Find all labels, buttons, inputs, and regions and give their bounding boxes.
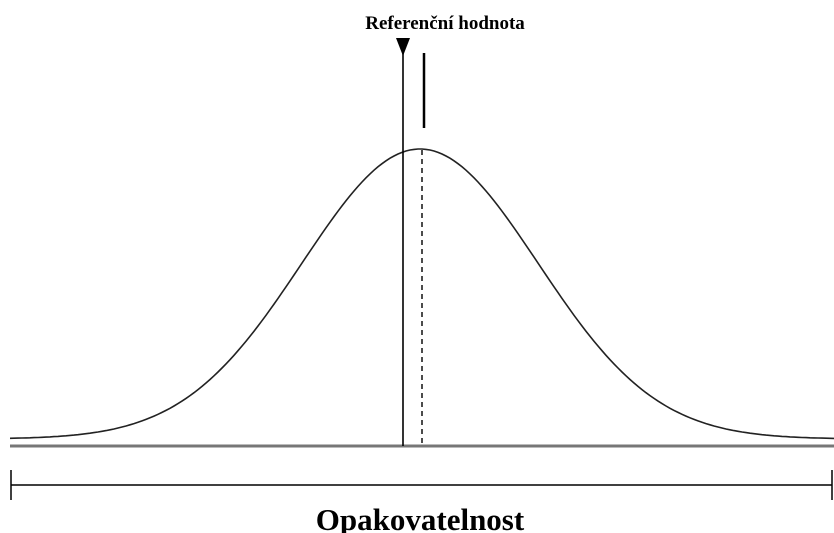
reference-label: Referenční hodnota xyxy=(365,13,525,34)
range-label: Opakovatelnost xyxy=(316,502,525,533)
bell-curve xyxy=(9,148,834,440)
reference-arrow xyxy=(396,38,410,56)
